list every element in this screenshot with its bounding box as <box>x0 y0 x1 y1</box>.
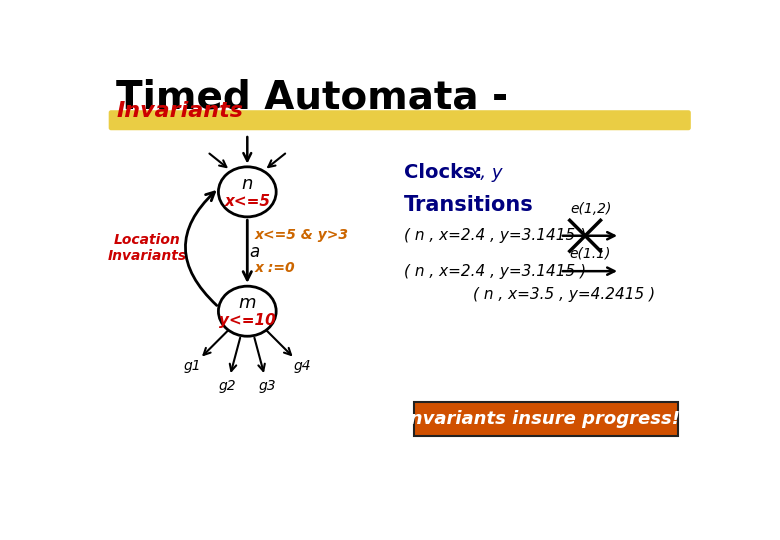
Text: ( n , x=3.5 , y=4.2415 ): ( n , x=3.5 , y=4.2415 ) <box>473 287 655 302</box>
Text: x, y: x, y <box>463 164 502 181</box>
Text: ( n , x=2.4 , y=3.1415 ): ( n , x=2.4 , y=3.1415 ) <box>403 228 586 243</box>
Text: Location
Invariants: Location Invariants <box>108 233 186 263</box>
Text: g4: g4 <box>293 359 311 373</box>
Ellipse shape <box>218 286 276 336</box>
Text: Invariants insure progress!!: Invariants insure progress!! <box>403 410 689 428</box>
Text: e(1,2): e(1,2) <box>571 202 612 215</box>
Ellipse shape <box>218 167 276 217</box>
Text: y<=10: y<=10 <box>219 313 275 328</box>
Text: Transitions: Transitions <box>403 195 534 215</box>
Text: n: n <box>242 175 253 193</box>
Text: g2: g2 <box>218 379 236 393</box>
Text: Timed Automata -: Timed Automata - <box>116 79 509 117</box>
Text: e(1.1): e(1.1) <box>569 246 611 260</box>
Text: ( n , x=2.4 , y=3.1415 ): ( n , x=2.4 , y=3.1415 ) <box>403 264 586 279</box>
Text: g1: g1 <box>183 359 201 373</box>
Text: Invariants: Invariants <box>116 101 243 121</box>
Text: x :=0: x :=0 <box>255 261 296 275</box>
Text: a: a <box>250 242 260 260</box>
FancyBboxPatch shape <box>414 402 678 436</box>
Text: m: m <box>239 294 256 313</box>
Text: x<=5: x<=5 <box>225 194 271 208</box>
Text: x<=5 & y>3: x<=5 & y>3 <box>255 227 349 241</box>
Text: g3: g3 <box>259 379 276 393</box>
FancyBboxPatch shape <box>108 110 691 130</box>
Text: Clocks:: Clocks: <box>403 163 482 182</box>
